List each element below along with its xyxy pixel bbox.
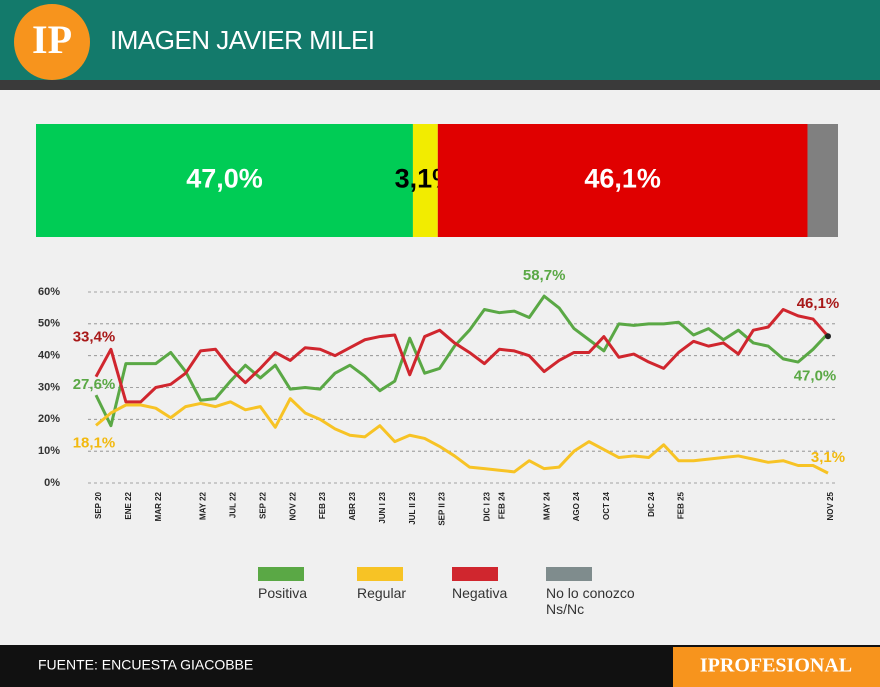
data-label: 27,6%: [73, 376, 116, 393]
x-tick-label: SEP 22: [258, 491, 267, 519]
legend-swatch: [452, 567, 498, 581]
data-label: 18,1%: [73, 434, 116, 451]
y-tick-label: 60%: [38, 286, 60, 298]
legend-swatch: [258, 567, 304, 581]
x-tick-label: ABR 23: [348, 491, 357, 520]
x-tick-label: DIC 24: [647, 491, 656, 516]
y-tick-label: 50%: [38, 318, 60, 330]
bar-label: 47,0%: [186, 164, 263, 194]
data-label: 3,1%: [811, 449, 845, 466]
data-label: 46,1%: [797, 295, 840, 312]
x-tick-label: FEB 24: [497, 491, 506, 519]
legend-swatch: [357, 567, 403, 581]
y-tick-label: 20%: [38, 413, 60, 425]
logo: [14, 4, 90, 80]
footer-source: FUENTE: ENCUESTA GIACOBBE: [38, 657, 253, 673]
x-tick-label: AGO 24: [572, 491, 581, 521]
x-tick-label: DIC I 23: [483, 491, 492, 521]
line-series: [95, 397, 829, 475]
x-tick-label: FEB 25: [677, 491, 686, 519]
legend-label: Negativa: [452, 585, 508, 601]
page-title: IMAGEN JAVIER MILEI: [110, 25, 375, 55]
data-label: 58,7%: [523, 267, 566, 284]
bar-label: 46,1%: [584, 164, 661, 194]
x-tick-label: JUN I 23: [378, 491, 387, 523]
y-tick-label: 30%: [38, 381, 60, 393]
x-tick-label: SEP 20: [94, 491, 103, 519]
x-tick-label: MAY 22: [199, 491, 208, 520]
data-label: 33,4%: [73, 329, 116, 346]
x-tick-label: MAY 24: [542, 491, 551, 520]
legend-label: No lo conozco Ns/Nc: [546, 585, 635, 617]
brand: IPROFESIONAL: [700, 655, 852, 677]
logo-text: IP: [32, 17, 72, 62]
x-tick-label: SEP II 23: [438, 491, 447, 525]
x-tick-label: MAR 22: [154, 491, 163, 521]
legend-label: Positiva: [258, 585, 308, 601]
bar-segment: [437, 124, 808, 237]
x-tick-label: JUL 22: [229, 491, 238, 518]
y-tick-label: 0%: [44, 477, 60, 489]
data-label: 47,0%: [794, 367, 837, 384]
x-tick-label: NOV 22: [288, 491, 297, 520]
x-tick-label: OCT 24: [602, 491, 611, 520]
brand-box: [673, 647, 880, 687]
header-bar: [0, 0, 880, 80]
bar-segment: [807, 124, 838, 237]
line-series: [94, 308, 830, 404]
legend-swatch: [546, 567, 592, 581]
y-tick-label: 10%: [38, 445, 60, 457]
bar-segment: [412, 124, 438, 237]
line-series: [94, 294, 830, 428]
legend-label: Regular: [357, 585, 407, 601]
bar-segment: [36, 124, 413, 237]
header-strip: [0, 80, 880, 90]
x-tick-label: NOV 25: [826, 491, 835, 520]
x-tick-label: ENE 22: [124, 491, 133, 519]
y-tick-label: 40%: [38, 350, 60, 362]
x-tick-label: FEB 23: [318, 491, 327, 519]
x-tick-label: JUL II 23: [408, 491, 417, 524]
end-dot: [825, 333, 831, 340]
